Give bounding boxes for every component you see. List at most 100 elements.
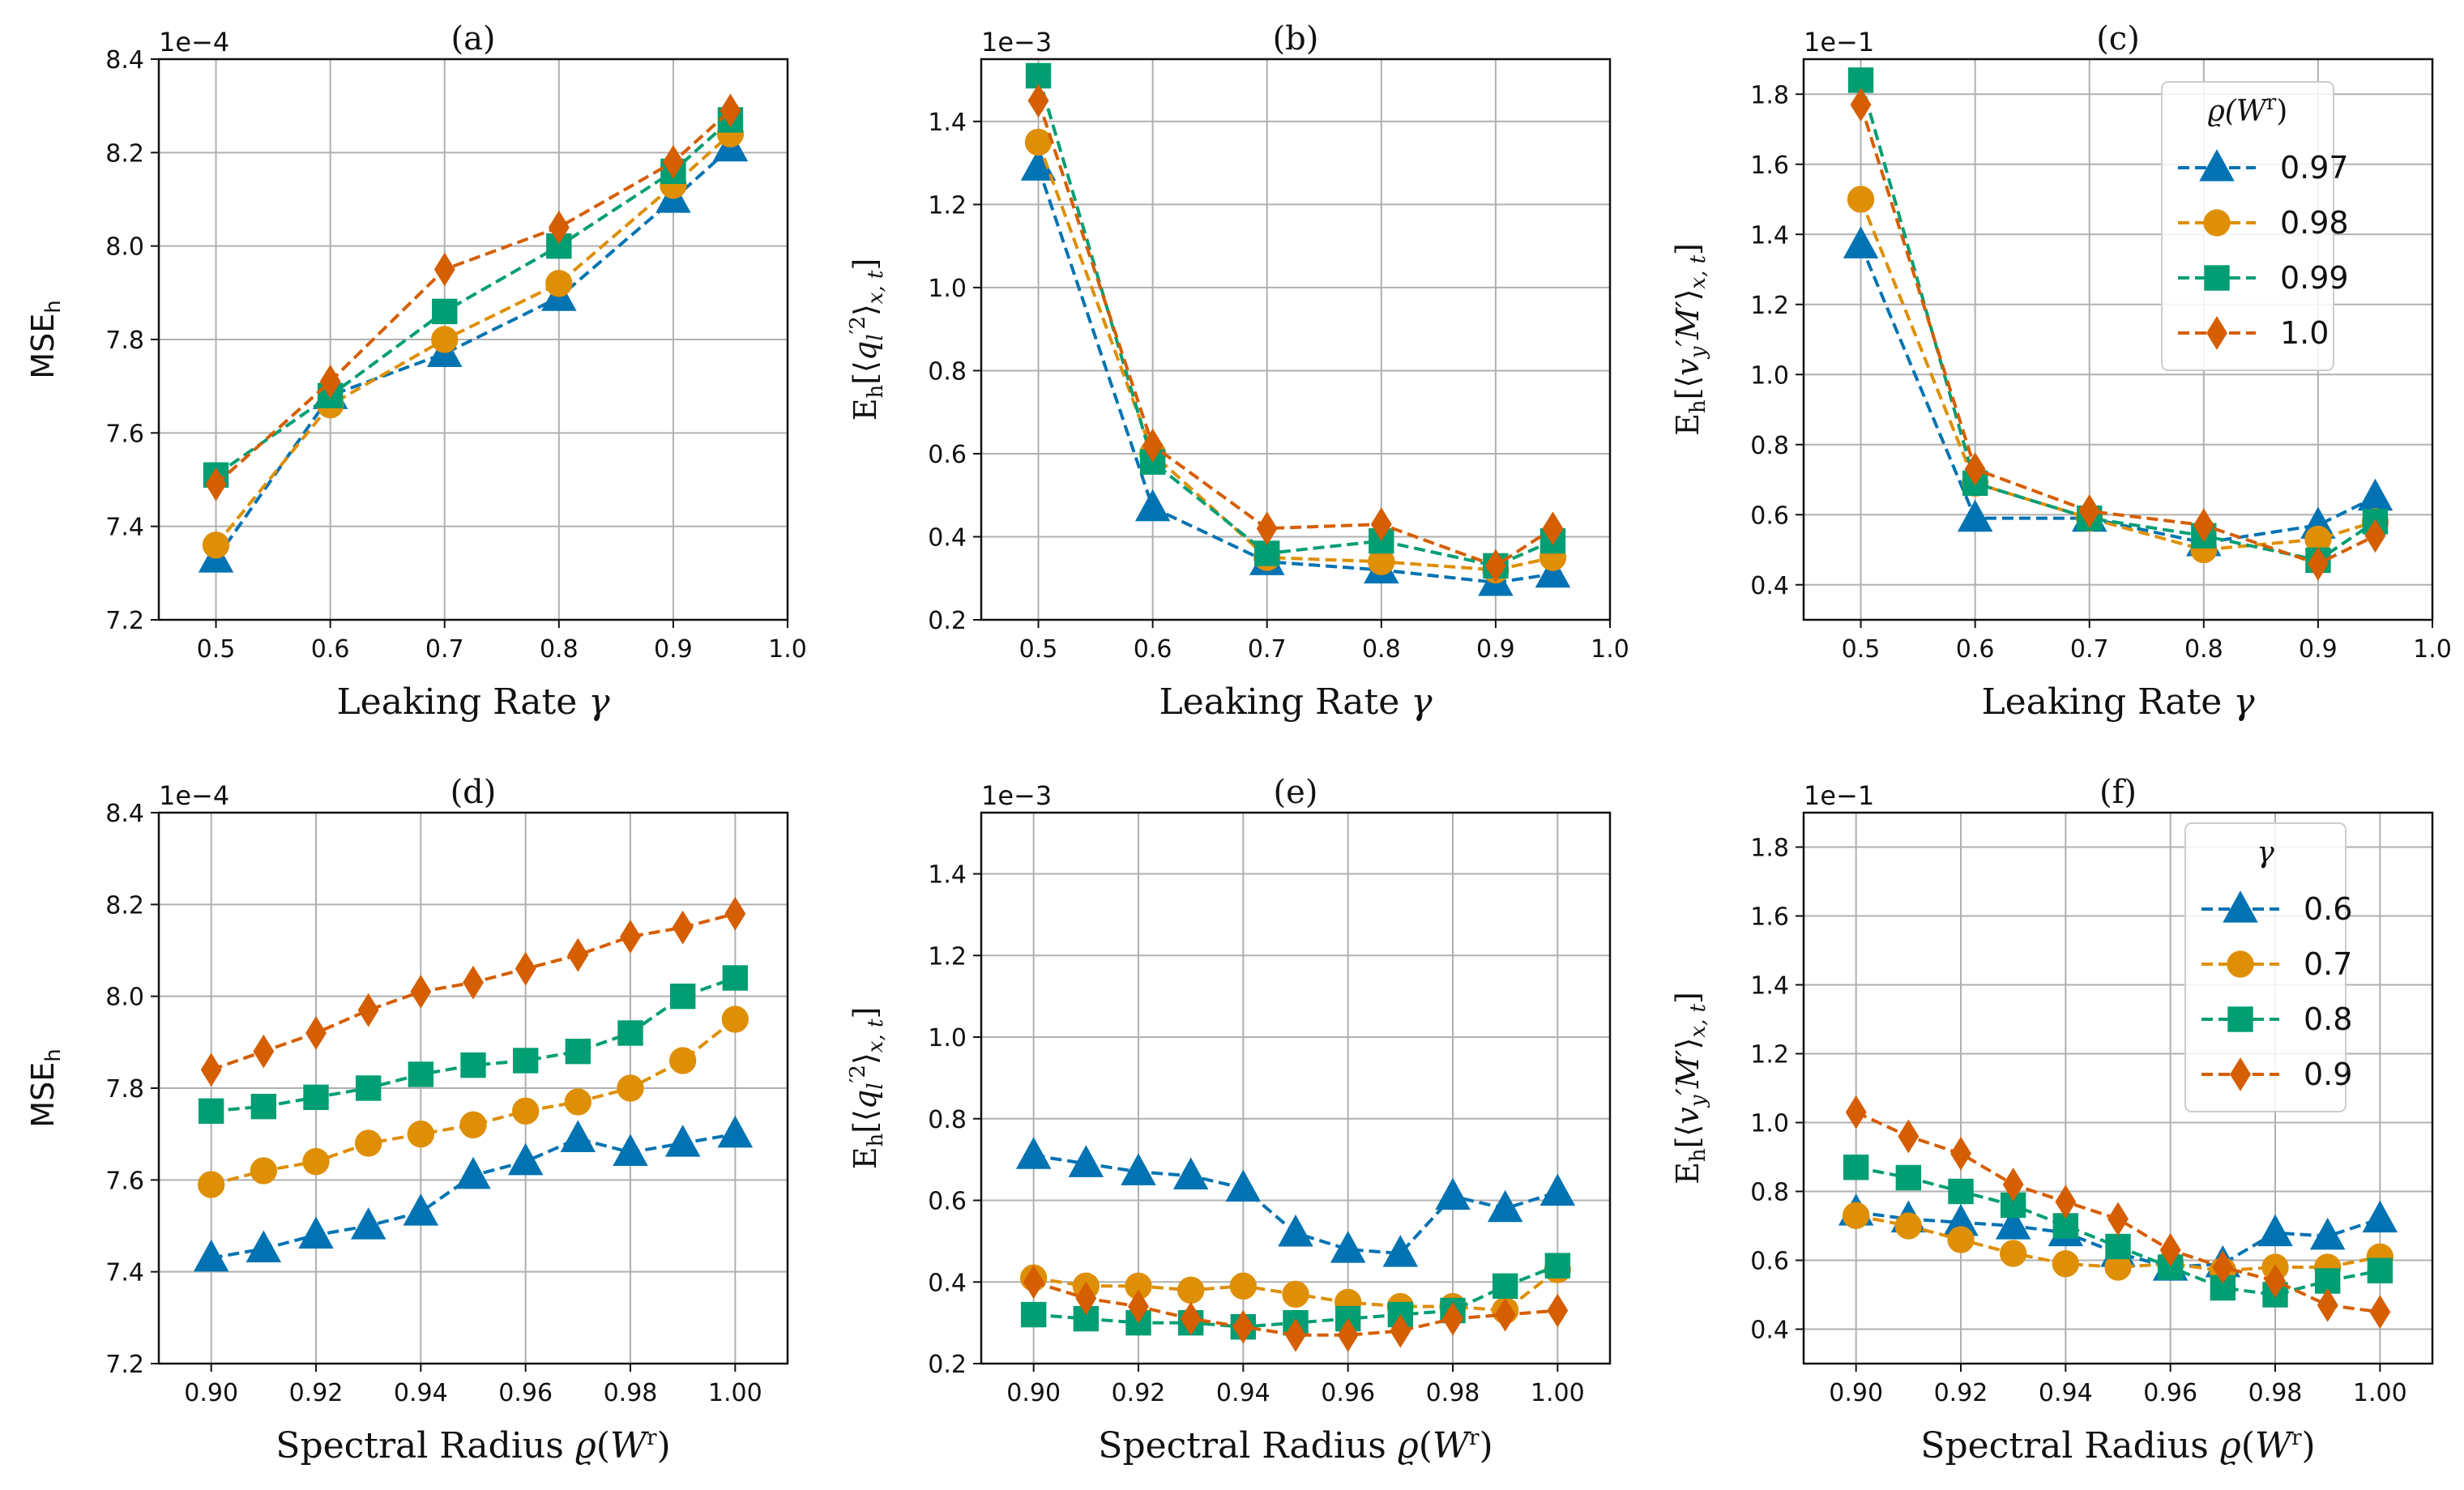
data-point: [2105, 1233, 2131, 1260]
data-point: [2055, 1185, 2077, 1219]
x-axis-label: Spectral Radius ϱ(Wr): [1098, 1425, 1492, 1467]
data-point: [433, 252, 455, 287]
data-point: [403, 1193, 439, 1226]
series-line: [1036, 166, 1553, 584]
x-tick-label: 0.8: [1362, 635, 1401, 664]
legend-frame: [2161, 81, 2334, 371]
legend-label: 0.98: [2280, 205, 2349, 241]
y-tick-label: 1.4: [1750, 972, 1789, 1001]
data-point: [1843, 1155, 1869, 1180]
x-tick-label: 0.90: [184, 1379, 238, 1407]
y-tick-label: 1.0: [1750, 361, 1789, 390]
x-tick-label: 0.7: [425, 635, 464, 664]
data-point: [720, 93, 741, 128]
series-line: [1859, 104, 2376, 566]
x-tick-label: 0.90: [1006, 1379, 1061, 1407]
legend-label: 0.97: [2280, 150, 2349, 186]
y-tick-label: 1.2: [928, 191, 967, 220]
y-tick-label: 8.4: [105, 800, 144, 828]
legend-label: 1.0: [2280, 315, 2329, 351]
y-tick-label: 0.4: [1750, 1317, 1789, 1345]
data-point: [253, 1034, 275, 1069]
y-axis-label: Eh[⟨vy′M′⟩x, t]: [1670, 992, 1710, 1185]
subplot-title: (d): [451, 774, 497, 811]
y-tick-label: 7.6: [105, 420, 144, 448]
legend-marker: [2227, 950, 2254, 978]
x-tick-label: 0.6: [1956, 635, 1995, 664]
data-point: [613, 1134, 648, 1166]
data-point: [1895, 1164, 1922, 1191]
x-tick-label: 0.98: [1426, 1379, 1480, 1407]
data-point: [620, 920, 641, 954]
data-point: [298, 1216, 334, 1249]
series-line: [1859, 79, 2376, 562]
series-0.9: [1845, 1095, 2391, 1330]
data-point: [1484, 549, 1506, 583]
offset-text: 1e−3: [981, 780, 1052, 811]
y-tick-label: 0.6: [1750, 502, 1789, 530]
legend-leaking-rate: γ 0.6 0.7 0.8 0.9: [2184, 822, 2352, 1112]
data-point: [410, 975, 432, 1009]
data-point: [2000, 1240, 2027, 1267]
data-point: [1121, 1153, 1156, 1185]
data-point: [1894, 1212, 1922, 1240]
x-tick-label: 0.90: [1829, 1379, 1883, 1407]
data-point: [200, 1052, 222, 1087]
y-tick-label: 1.8: [1750, 835, 1789, 863]
data-point: [2193, 508, 2214, 543]
data-point: [2362, 1200, 2398, 1233]
data-point: [1847, 186, 1875, 213]
data-point: [669, 983, 696, 1010]
data-point: [2052, 1250, 2079, 1278]
y-tick-label: 0.6: [928, 1188, 967, 1216]
data-point: [515, 951, 536, 986]
x-tick-label: 0.8: [2184, 635, 2223, 664]
y-axis-label: Eh[⟨ql′2⟩x, t]: [846, 258, 888, 421]
data-point: [459, 1111, 487, 1138]
data-point: [1435, 1177, 1471, 1210]
x-tick-label: 0.96: [1321, 1379, 1375, 1407]
data-point: [1950, 1136, 1971, 1171]
series-line: [1036, 100, 1554, 568]
data-point: [1843, 226, 1879, 258]
x-tick-label: 0.96: [498, 1379, 553, 1407]
y-axis-label: Eh[⟨vy′M′⟩x, t]: [1670, 243, 1710, 436]
data-point: [1542, 511, 1564, 546]
data-point: [2212, 1250, 2234, 1284]
data-point: [512, 1048, 539, 1074]
legend-marker: [2206, 316, 2227, 350]
data-point: [717, 1115, 754, 1148]
y-tick-label: 1.4: [928, 109, 967, 137]
offset-text: 1e−4: [159, 27, 229, 58]
data-point: [319, 365, 341, 399]
x-tick-label: 0.96: [2143, 1379, 2197, 1407]
x-tick-label: 0.7: [2070, 635, 2109, 664]
data-point: [250, 1093, 277, 1120]
legend-marker: [2203, 209, 2231, 237]
y-tick-label: 8.0: [105, 984, 144, 1012]
legend-entry: 1.0: [2178, 315, 2329, 351]
data-point: [1142, 428, 1164, 463]
data-point: [1442, 1301, 1463, 1336]
data-point: [1390, 1313, 1411, 1348]
data-point: [1256, 511, 1278, 546]
data-point: [560, 1120, 596, 1152]
y-tick-label: 0.2: [928, 607, 967, 635]
y-tick-label: 1.6: [1750, 152, 1789, 180]
data-point: [662, 144, 684, 179]
offset-text: 1e−1: [1804, 27, 1874, 58]
x-axis-label: Spectral Radius ϱ(Wr): [1920, 1425, 2315, 1467]
x-tick-label: 1.0: [1591, 635, 1629, 664]
subplot-a: 0.5 0.6 0.7 0.8 0.9 1.0 7.2 7.4 7.6 7.8 8.0 8.2 8.4 (…: [25, 20, 807, 723]
data-point: [408, 1061, 434, 1087]
data-point: [2107, 1202, 2129, 1236]
data-point: [455, 1156, 491, 1189]
y-tick-label: 0.8: [928, 1106, 967, 1134]
data-point: [1957, 499, 1993, 532]
y-tick-label: 0.6: [928, 441, 967, 469]
data-point: [305, 1016, 327, 1050]
y-tick-label: 7.2: [105, 1351, 144, 1379]
y-axis-label: MSEh: [25, 1048, 66, 1127]
y-tick-label: 1.0: [928, 275, 967, 303]
data-point: [1180, 1301, 1202, 1336]
